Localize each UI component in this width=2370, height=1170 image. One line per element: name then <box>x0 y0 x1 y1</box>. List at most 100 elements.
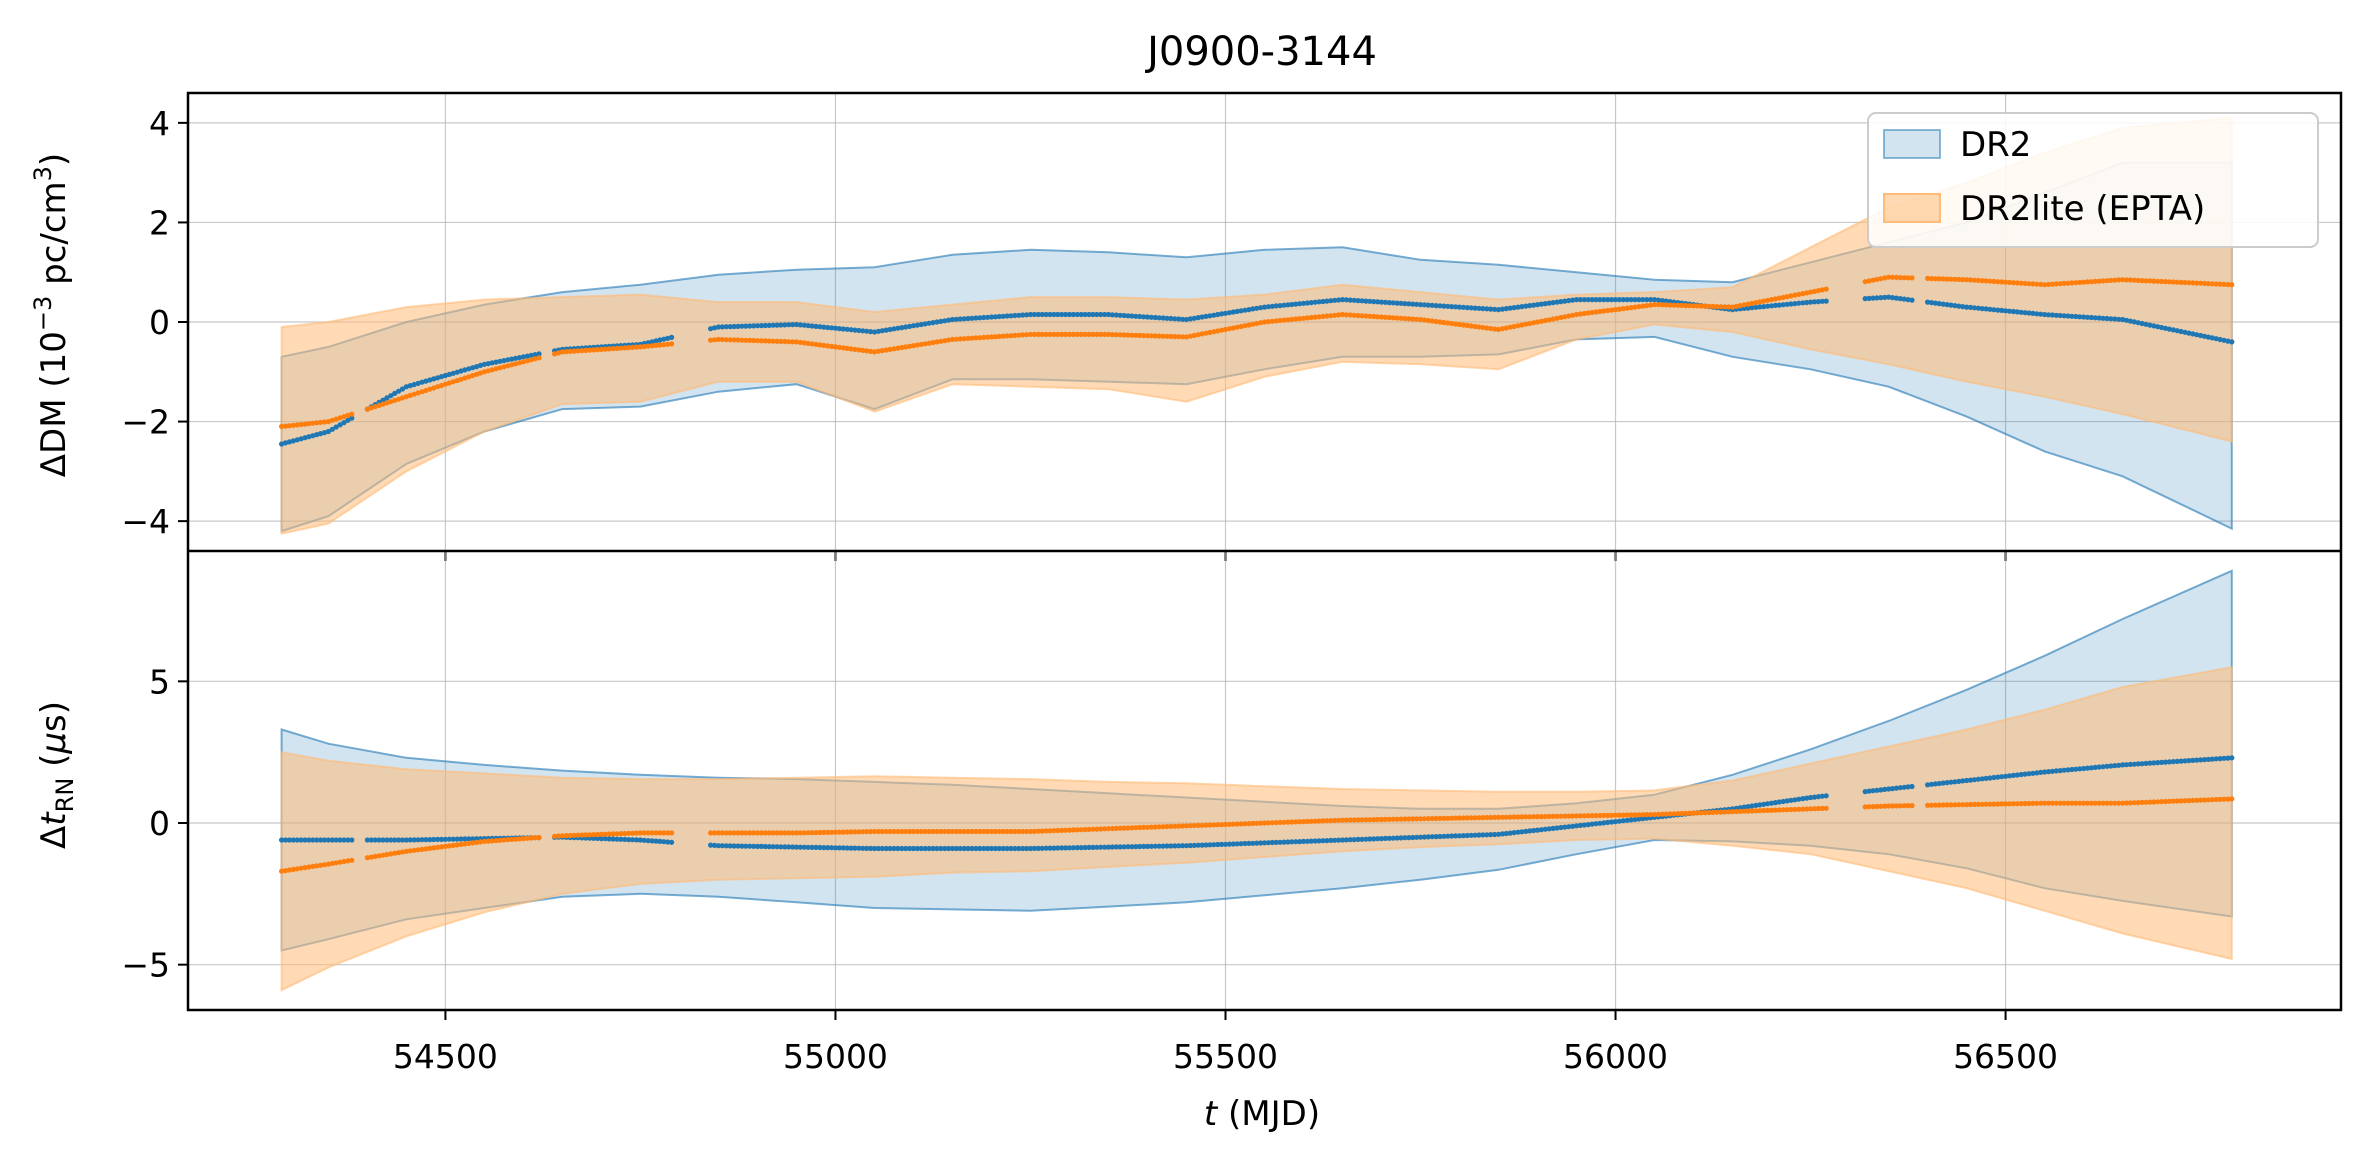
dm-point-dr2lite <box>996 333 1002 339</box>
rn-point-dr2 <box>1375 836 1381 842</box>
dm-point-dr2 <box>793 321 800 328</box>
dm-point-dr2 <box>442 372 448 379</box>
rn-point-dr2lite <box>1819 805 1825 812</box>
dm-point-dr2lite <box>2131 277 2137 283</box>
rn-point-dr2 <box>1476 832 1482 838</box>
rn-point-dr2 <box>1035 845 1041 852</box>
dm-point-dr2lite <box>2065 280 2071 286</box>
rn-point-dr2lite <box>1874 803 1880 810</box>
rn-point-dr2lite <box>1690 810 1697 816</box>
dm-point-dr2lite <box>1585 310 1591 316</box>
dm-point-dr2lite <box>719 336 725 343</box>
rn-point-dr2lite <box>715 830 722 836</box>
rn-point-dr2lite <box>1792 806 1798 813</box>
rn-point-dr2lite <box>957 828 963 835</box>
rn-point-dr2 <box>1382 835 1388 842</box>
rn-point-dr2 <box>419 837 425 843</box>
dm-point-dr2 <box>774 322 780 328</box>
rn-point-dr2lite <box>883 828 889 835</box>
rn-point-dr2 <box>1905 784 1911 790</box>
rn-point-dr2lite <box>2018 801 2024 807</box>
rn-point-dr2 <box>1320 838 1326 844</box>
rn-point-dr2 <box>1254 840 1260 846</box>
rn-point-dr2lite <box>719 830 725 836</box>
dm-point-dr2 <box>1636 297 1642 303</box>
dm-point-dr2 <box>1277 303 1283 309</box>
dm-point-dr2 <box>1339 297 1346 303</box>
dm-point-dr2 <box>470 365 476 371</box>
rn-point-dr2 <box>2096 764 2102 770</box>
rn-point-dr2lite <box>1566 813 1572 819</box>
dm-point-dr2 <box>1659 298 1665 304</box>
rn-point-dr2 <box>887 845 893 852</box>
dm-point-dr2 <box>1141 314 1147 320</box>
dm-point-dr2 <box>922 321 928 327</box>
dm-point-dr2lite <box>290 422 296 428</box>
rn-point-dr2lite <box>1601 812 1607 819</box>
rn-point-dr2 <box>2116 762 2122 768</box>
rn-point-dr2 <box>2135 761 2141 767</box>
rn-point-dr2lite <box>431 845 437 851</box>
rn-point-dr2lite <box>782 830 788 836</box>
dm-point-dr2lite <box>1121 332 1127 338</box>
rn-point-dr2lite <box>310 863 316 870</box>
rn-point-dr2lite <box>1195 822 1201 829</box>
rn-point-dr2 <box>821 845 827 851</box>
rn-point-dr2lite <box>1425 816 1431 822</box>
dm-point-dr2lite <box>1792 292 1798 298</box>
dm-point-dr2lite <box>1609 307 1615 313</box>
rn-point-dr2lite <box>895 828 901 835</box>
dm-point-dr2lite <box>1874 276 1880 282</box>
rn-point-dr2 <box>2030 770 2036 776</box>
dm-point-dr2 <box>1492 306 1498 312</box>
dm-point-dr2lite <box>1417 316 1424 323</box>
rn-point-dr2 <box>926 845 932 852</box>
rn-point-dr2 <box>1125 844 1131 850</box>
dm-point-dr2lite <box>1726 304 1732 310</box>
rn-ylabel: ΔtRN (μs) <box>34 701 79 849</box>
dm-point-dr2lite <box>1125 332 1131 338</box>
dm-point-dr2lite <box>1039 331 1045 337</box>
rn-point-dr2lite <box>731 830 737 836</box>
dm-point-dr2 <box>665 335 671 341</box>
rn-point-dr2lite <box>1729 809 1736 815</box>
dm-point-dr2 <box>2201 333 2208 339</box>
rn-point-dr2lite <box>2030 800 2036 807</box>
dm-point-dr2 <box>2049 312 2055 318</box>
dm-point-dr2 <box>1796 300 1802 306</box>
dm-point-dr2 <box>1979 306 1985 312</box>
dm-point-dr2 <box>1605 297 1611 303</box>
rn-point-dr2lite <box>1550 813 1556 819</box>
dm-point-dr2lite <box>462 375 468 381</box>
rn-point-dr2lite <box>1488 814 1494 821</box>
dm-point-dr2lite <box>1577 311 1583 317</box>
dm-point-dr2 <box>1515 304 1521 310</box>
dm-point-dr2 <box>1371 299 1377 305</box>
rn-point-dr2 <box>1211 842 1217 848</box>
rn-point-dr2 <box>1768 800 1775 806</box>
dm-point-dr2lite <box>2213 281 2219 287</box>
rn-point-dr2 <box>1620 818 1626 824</box>
dm-point-dr2 <box>1585 297 1591 303</box>
dm-point-dr2 <box>1546 300 1552 306</box>
dm-point-dr2 <box>2147 322 2153 328</box>
dm-point-dr2lite <box>399 395 406 401</box>
dm-point-dr2 <box>2061 313 2067 319</box>
rn-point-dr2 <box>1971 777 1977 783</box>
rn-point-dr2lite <box>1480 815 1486 821</box>
dm-point-dr2lite <box>446 380 452 386</box>
rn-point-dr2 <box>895 845 901 852</box>
rn-point-dr2 <box>762 843 768 850</box>
dm-point-dr2lite <box>805 340 811 346</box>
rn-point-dr2 <box>965 845 971 852</box>
dm-point-dr2lite <box>1226 326 1232 332</box>
dm-point-dr2 <box>918 321 924 328</box>
rn-point-dr2lite <box>279 868 285 874</box>
rn-point-dr2lite <box>1940 802 1946 808</box>
rn-point-dr2lite <box>1886 803 1892 809</box>
rn-point-dr2 <box>907 845 913 852</box>
dm-point-dr2lite <box>961 336 967 342</box>
rn-point-dr2lite <box>1971 801 1977 808</box>
x-tick-label: 55500 <box>1173 1037 1278 1076</box>
rn-point-dr2lite <box>435 844 441 851</box>
